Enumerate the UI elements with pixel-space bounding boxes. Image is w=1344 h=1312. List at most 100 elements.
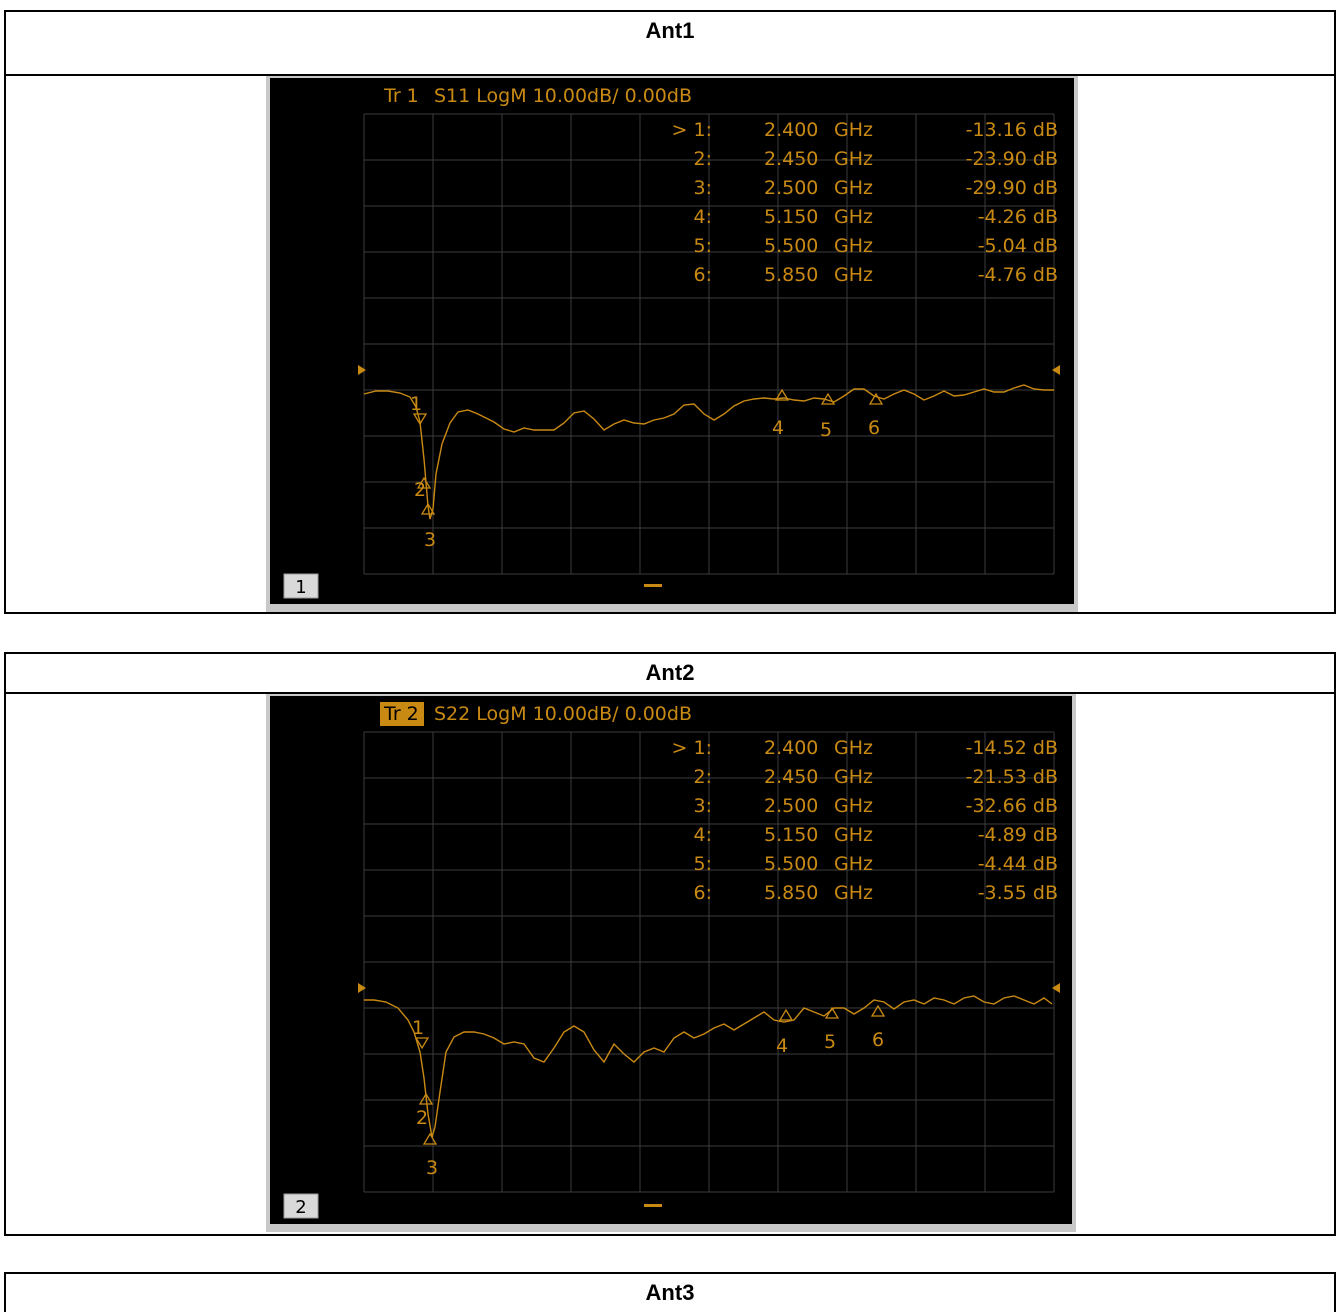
marker-table-label: 3: xyxy=(694,177,713,199)
panel-ant3: Ant3 xyxy=(4,1272,1336,1312)
marker-triangle xyxy=(870,1004,886,1017)
marker-table-unit: GHz xyxy=(834,795,873,817)
marker-triangle xyxy=(414,1037,430,1050)
marker-table-value: -4.26 dB xyxy=(978,206,1058,228)
marker-table-label: 2: xyxy=(694,148,713,170)
marker-triangle xyxy=(420,502,436,515)
marker-triangle xyxy=(868,392,884,405)
reference-right-marker xyxy=(1052,365,1060,375)
panel-ant2: Ant2 1 2 3 4 5 6 Tr 2 S22 LogM 10.00dB/ 0.00dB >… xyxy=(4,652,1336,1236)
marker-number: 6 xyxy=(868,417,880,439)
channel-number: 2 xyxy=(295,1197,306,1218)
marker-table-value: -13.16 dB xyxy=(966,119,1058,141)
marker-table-value: -14.52 dB xyxy=(966,737,1058,759)
reference-left-marker xyxy=(358,365,366,375)
marker-table-freq: 2.450 xyxy=(764,766,818,788)
marker-table-freq: 2.400 xyxy=(764,737,818,759)
title-divider xyxy=(6,692,1334,694)
marker-table-label: 4: xyxy=(694,206,713,228)
marker-table-freq: 2.500 xyxy=(764,177,818,199)
trace-info: S22 LogM 10.00dB/ 0.00dB xyxy=(434,703,692,725)
marker-table-unit: GHz xyxy=(834,766,873,788)
marker-table-freq: 2.500 xyxy=(764,795,818,817)
channel-box xyxy=(283,573,319,599)
plot-area: 1 2 3 4 5 6 xyxy=(358,731,1060,1193)
marker-table-unit: GHz xyxy=(834,148,873,170)
trace-tag: Tr 2 xyxy=(383,703,419,725)
trace-line xyxy=(364,995,1053,1138)
marker-table-freq: 5.150 xyxy=(764,206,818,228)
marker-triangle xyxy=(418,1092,434,1105)
marker-table-unit: GHz xyxy=(834,264,873,286)
status-dash xyxy=(644,1204,662,1207)
marker-number: 5 xyxy=(824,1031,836,1053)
marker-table-unit: GHz xyxy=(834,206,873,228)
marker-number: 2 xyxy=(416,1107,428,1129)
marker-table-unit: GHz xyxy=(834,882,873,904)
marker-table-unit: GHz xyxy=(834,853,873,875)
marker-table-label: 6: xyxy=(694,264,713,286)
marker-triangle xyxy=(416,476,432,489)
marker-table-label: 6: xyxy=(694,882,713,904)
status-dash xyxy=(644,584,662,587)
marker-number: 1 xyxy=(412,1017,424,1039)
marker-number: 3 xyxy=(424,529,436,551)
trace-tag: Tr 1 xyxy=(383,85,419,107)
panel-ant1: Ant1 1 2 3 4 5 6 Tr 1 S11 LogM 10.00dB/ 0.00dB >… xyxy=(4,10,1336,614)
marker-table-value: -5.04 dB xyxy=(978,235,1058,257)
marker-table-freq: 5.850 xyxy=(764,264,818,286)
marker-table-unit: GHz xyxy=(834,824,873,846)
vna-screen-frame: 1 2 3 4 5 6 Tr 2 S22 LogM 10.00dB/ 0.00dB > 1: 2.… xyxy=(266,694,1076,1232)
panel-title: Ant3 xyxy=(645,1280,695,1305)
panel-title: Ant2 xyxy=(645,660,695,685)
marker-table-label: > 1: xyxy=(672,119,712,141)
marker-table-unit: GHz xyxy=(834,235,873,257)
reference-right-marker xyxy=(1052,983,1060,993)
screen-background xyxy=(270,78,1074,604)
marker-table-label: 5: xyxy=(694,853,713,875)
marker-table-value: -4.44 dB xyxy=(978,853,1058,875)
trace-tag-box xyxy=(380,702,424,726)
marker-table-value: -32.66 dB xyxy=(966,795,1058,817)
vna-screen: 1 2 3 4 5 6 Tr 2 S22 LogM 10.00dB/ 0.00dB > 1: 2.… xyxy=(270,696,1072,1224)
marker-table-freq: 5.850 xyxy=(764,882,818,904)
marker-table-freq: 5.150 xyxy=(764,824,818,846)
marker-number: 4 xyxy=(772,417,784,439)
marker-table-label: 2: xyxy=(694,766,713,788)
marker-table-freq: 5.500 xyxy=(764,235,818,257)
title-divider xyxy=(6,74,1334,76)
marker-table-label: > 1: xyxy=(672,737,712,759)
reference-left-marker xyxy=(358,983,366,993)
marker-triangle xyxy=(820,392,836,405)
marker-table-label: 3: xyxy=(694,795,713,817)
vna-screen: 1 2 3 4 5 6 Tr 1 S11 LogM 10.00dB/ 0.00dB > 1: 2.… xyxy=(270,78,1074,604)
marker-table-value: -3.55 dB xyxy=(978,882,1058,904)
marker-table-value: -23.90 dB xyxy=(966,148,1058,170)
marker-triangle xyxy=(412,413,428,426)
marker-table-freq: 5.500 xyxy=(764,853,818,875)
channel-number: 1 xyxy=(295,577,306,598)
marker-number: 1 xyxy=(410,393,422,415)
marker-number: 2 xyxy=(414,479,426,501)
marker-table-unit: GHz xyxy=(834,737,873,759)
channel-box xyxy=(283,1193,319,1219)
trace-line xyxy=(363,384,1054,520)
marker-number: 4 xyxy=(776,1035,788,1057)
marker-table-value: -4.89 dB xyxy=(978,824,1058,846)
marker-table-label: 4: xyxy=(694,824,713,846)
marker-triangle xyxy=(824,1006,840,1019)
marker-number: 5 xyxy=(820,419,832,441)
panel-title: Ant1 xyxy=(645,18,695,43)
marker-table-unit: GHz xyxy=(834,177,873,199)
marker-triangle xyxy=(774,388,790,401)
marker-triangle xyxy=(778,1008,794,1021)
marker-number: 3 xyxy=(426,1157,438,1179)
marker-number: 6 xyxy=(872,1029,884,1051)
marker-table-label: 5: xyxy=(694,235,713,257)
marker-table-value: -29.90 dB xyxy=(966,177,1058,199)
marker-triangle xyxy=(422,1132,438,1145)
trace-info: S11 LogM 10.00dB/ 0.00dB xyxy=(434,85,692,107)
screen-background xyxy=(270,696,1072,1224)
marker-table-unit: GHz xyxy=(834,119,873,141)
vna-screen-frame: 1 2 3 4 5 6 Tr 1 S11 LogM 10.00dB/ 0.00dB > 1: 2.… xyxy=(266,76,1078,612)
